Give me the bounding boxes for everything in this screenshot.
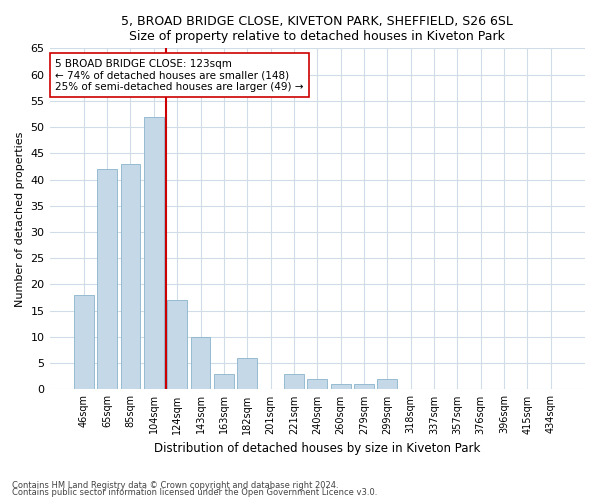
Bar — [167, 300, 187, 390]
Bar — [331, 384, 350, 390]
Bar — [377, 379, 397, 390]
Bar — [144, 116, 164, 390]
Bar — [214, 374, 234, 390]
Bar — [354, 384, 374, 390]
Bar — [238, 358, 257, 390]
Bar — [191, 337, 211, 390]
Bar — [307, 379, 327, 390]
Y-axis label: Number of detached properties: Number of detached properties — [15, 131, 25, 306]
Title: 5, BROAD BRIDGE CLOSE, KIVETON PARK, SHEFFIELD, S26 6SL
Size of property relativ: 5, BROAD BRIDGE CLOSE, KIVETON PARK, SHE… — [121, 15, 513, 43]
Bar — [284, 374, 304, 390]
Text: Contains public sector information licensed under the Open Government Licence v3: Contains public sector information licen… — [12, 488, 377, 497]
X-axis label: Distribution of detached houses by size in Kiveton Park: Distribution of detached houses by size … — [154, 442, 481, 455]
Text: 5 BROAD BRIDGE CLOSE: 123sqm
← 74% of detached houses are smaller (148)
25% of s: 5 BROAD BRIDGE CLOSE: 123sqm ← 74% of de… — [55, 58, 304, 92]
Bar — [97, 169, 117, 390]
Bar — [121, 164, 140, 390]
Text: Contains HM Land Registry data © Crown copyright and database right 2024.: Contains HM Land Registry data © Crown c… — [12, 480, 338, 490]
Bar — [74, 295, 94, 390]
